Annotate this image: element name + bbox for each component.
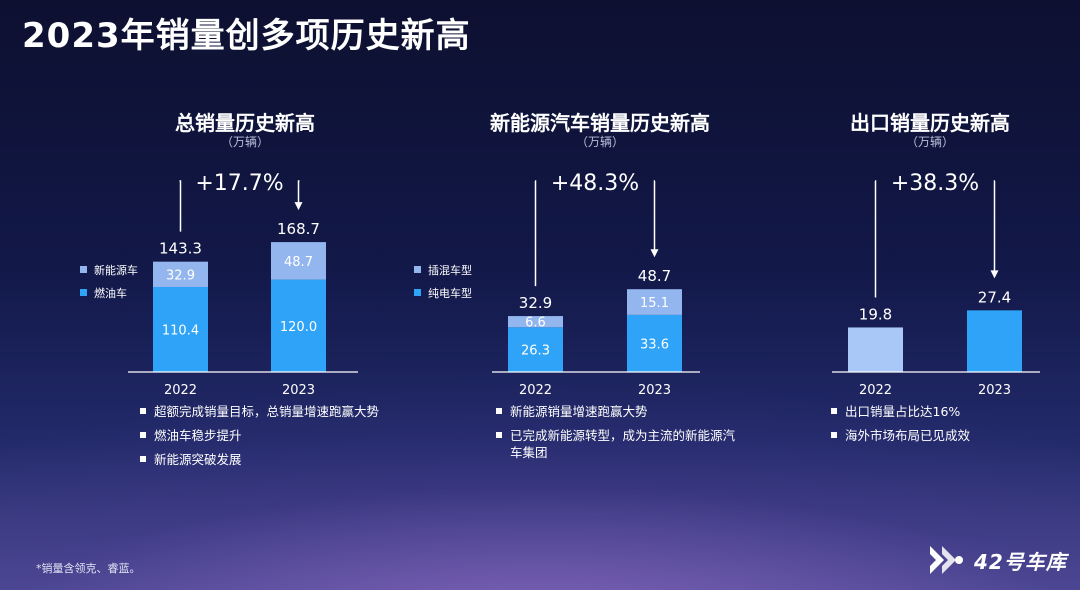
footnote: *销量含领克、睿蓝。 (36, 562, 141, 575)
x-tick-label: 2023 (978, 383, 1011, 398)
bar-segment (153, 261, 208, 287)
bar-total-label: 19.8 (859, 305, 892, 323)
growth-label: +48.3% (551, 171, 639, 196)
chart-2-title: 新能源汽车销量历史新高 (490, 111, 710, 135)
bar-value-label: 48.7 (284, 255, 313, 270)
legend-swatch (414, 266, 421, 273)
legend-swatch (80, 289, 87, 296)
x-tick-label: 2022 (519, 383, 552, 398)
growth-label: +38.3% (891, 171, 979, 196)
growth-arrow-icon (294, 202, 303, 211)
bar-segment (508, 316, 563, 328)
growth-bracket-left (874, 180, 877, 298)
bar-value-label: 15.1 (640, 296, 669, 311)
bar-segment (153, 286, 208, 372)
bar-segment (967, 310, 1022, 372)
x-tick-label: 2023 (638, 383, 671, 398)
brand-logo: 42号车库 (926, 540, 1067, 580)
note-item: 超额完成销量目标，总销量增速跑赢大势 (140, 403, 420, 420)
bar-segment (271, 242, 326, 280)
bar-value-label: 33.6 (640, 337, 669, 352)
bar-total-label: 143.3 (159, 240, 202, 258)
growth-bracket-left (534, 180, 537, 287)
legend-label: 新能源车 (94, 263, 138, 277)
legend-label: 燃油车 (94, 286, 127, 300)
note-item: 新能源突破发展 (140, 451, 420, 468)
chart-3-unit: （万辆） (905, 135, 954, 149)
chart-1-notes: 超额完成销量目标，总销量增速跑赢大势 燃油车稳步提升 新能源突破发展 (140, 403, 420, 475)
note-item: 海外市场布局已见成效 (831, 427, 1051, 444)
chart-2-unit: （万辆） (575, 135, 624, 149)
growth-arrow-icon (990, 270, 999, 279)
bar-segment (271, 279, 326, 372)
bar-total-label: 32.9 (519, 294, 552, 312)
chart-3-notes: 出口销量占比达16% 海外市场布局已见成效 (831, 403, 1051, 451)
bar-segment (627, 314, 682, 372)
growth-bracket-right (993, 180, 996, 277)
bar-segment (508, 327, 563, 372)
bar-value-label: 32.9 (166, 268, 195, 283)
legend-swatch (80, 266, 87, 273)
chart-1-title: 总销量历史新高 (175, 111, 315, 135)
x-tick-label: 2022 (164, 383, 197, 398)
legend-label: 纯电车型 (428, 286, 472, 300)
bar-segment (848, 327, 903, 372)
bar-value-label: 120.0 (280, 320, 317, 335)
growth-bracket-right (653, 180, 656, 256)
growth-bracket-left (179, 180, 182, 232)
brand-name: 42号车库 (974, 549, 1067, 574)
legend-label: 插混车型 (428, 263, 472, 277)
note-item: 出口销量占比达16% (831, 403, 1051, 420)
legend-swatch (414, 289, 421, 296)
bar-total-label: 27.4 (978, 288, 1011, 306)
growth-label: +17.7% (195, 171, 283, 196)
bar-total-label: 168.7 (277, 220, 320, 238)
x-tick-label: 2022 (859, 383, 892, 398)
chart-3-title: 出口销量历史新高 (850, 111, 1010, 135)
bar-value-label: 6.6 (525, 316, 546, 331)
chart-1-unit: （万辆） (220, 135, 269, 149)
growth-arrow-icon (650, 249, 659, 258)
bar-value-label: 110.4 (162, 323, 199, 338)
forward-arrows-icon (930, 546, 963, 574)
chart-2-notes: 新能源销量增速跑赢大势 已完成新能源转型，成为主流的新能源汽车集团 (496, 403, 746, 468)
growth-bracket-right (297, 180, 300, 209)
bar-segment (627, 289, 682, 315)
x-tick-label: 2023 (282, 383, 315, 398)
bar-value-label: 26.3 (521, 344, 550, 359)
note-item: 燃油车稳步提升 (140, 427, 420, 444)
note-item: 新能源销量增速跑赢大势 (496, 403, 746, 420)
note-item: 已完成新能源转型，成为主流的新能源汽车集团 (496, 427, 746, 461)
bar-total-label: 48.7 (638, 267, 671, 285)
page-title: 2023年销量创多项历史新高 (22, 16, 471, 56)
